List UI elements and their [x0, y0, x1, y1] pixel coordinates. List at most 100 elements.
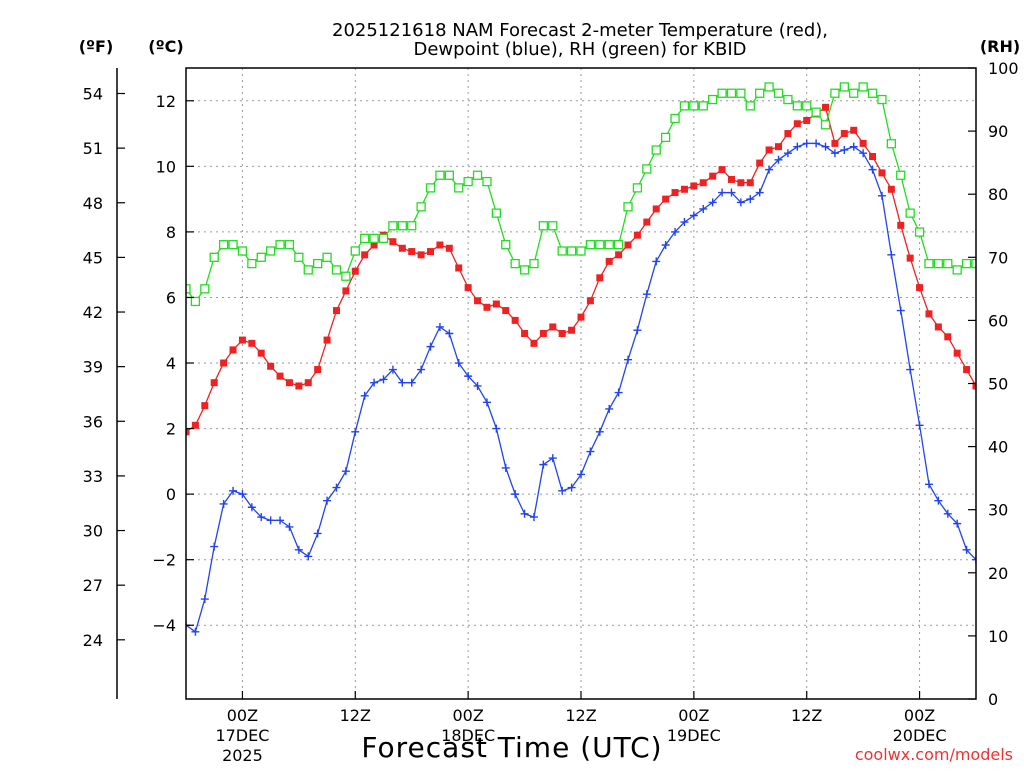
dewpoint-point	[896, 306, 905, 315]
fahrenheit-tick-label: 36	[83, 412, 103, 431]
dewpoint-point	[370, 378, 379, 387]
temperature-point	[210, 379, 218, 387]
relative-humidity-point	[961, 258, 972, 269]
dewpoint-point	[313, 529, 322, 538]
dewpoint-point	[868, 165, 877, 174]
relative-humidity-point	[933, 258, 944, 269]
celsius-tick-label: 10	[156, 157, 176, 176]
x-tick-time-label: 12Z	[565, 706, 596, 725]
relative-humidity-point	[529, 258, 539, 269]
chart-title-line2: Dewpoint (blue), RH (green) for KBID	[414, 39, 747, 60]
temperature-point	[652, 205, 660, 213]
relative-humidity-point	[435, 170, 445, 180]
temperature-point	[944, 333, 952, 341]
temperature-point	[746, 179, 754, 187]
temperature-point	[671, 189, 679, 197]
temperature-point	[680, 185, 688, 193]
dewpoint-point	[323, 496, 332, 505]
dewpoint-point	[783, 149, 792, 158]
dewpoint-point	[238, 490, 247, 499]
temperature-point	[436, 241, 444, 249]
relative-humidity-point	[519, 265, 530, 275]
temperature-point	[285, 379, 293, 387]
relative-humidity-point	[886, 139, 897, 149]
dewpoint-point	[887, 250, 896, 259]
relative-humidity-point	[943, 258, 953, 269]
temperature-point	[991, 409, 998, 416]
temperature-point	[972, 382, 976, 390]
dewpoint-point	[426, 342, 435, 351]
relative-humidity-point	[444, 170, 454, 180]
x-tick-date-label: 20DEC	[893, 726, 947, 745]
dewpoint-point	[821, 142, 830, 151]
relative-humidity-point	[482, 176, 492, 187]
watermark: coolwx.com/models	[855, 745, 1013, 764]
rh-unit-label: (RH)	[980, 37, 1020, 56]
dewpoint-point	[614, 388, 623, 397]
temperature-point	[718, 166, 726, 174]
fahrenheit-tick-label: 24	[83, 631, 103, 650]
celsius-tick-label: 6	[166, 288, 176, 307]
temperature-point	[474, 297, 482, 305]
dewpoint-point	[351, 427, 360, 436]
temperature-point	[633, 231, 641, 239]
dewpoint-point	[680, 218, 689, 227]
dewpoint-line	[186, 142, 976, 633]
relative-humidity-point	[247, 258, 257, 269]
temperature-point	[370, 241, 378, 249]
temperature-point	[389, 238, 397, 246]
temperature-point	[897, 221, 905, 229]
temperature-point	[323, 336, 331, 344]
relative-humidity-point	[830, 88, 840, 98]
dewpoint-point	[454, 359, 463, 368]
temperature-point	[267, 362, 275, 370]
temperature-point	[916, 284, 924, 292]
relative-humidity-point	[228, 240, 238, 250]
celsius-tick-label: 12	[156, 92, 176, 111]
dewpoint-point	[191, 627, 200, 636]
temperature-point	[483, 303, 491, 311]
relative-humidity-point	[510, 258, 520, 269]
temperature-point	[925, 310, 933, 318]
rh-tick-label: 70	[988, 248, 1008, 267]
dewpoint-point	[924, 480, 933, 489]
relative-humidity-point	[755, 88, 765, 98]
relative-humidity-point	[604, 240, 614, 250]
dewpoint-point	[943, 509, 952, 518]
relative-humidity-point	[284, 240, 295, 250]
dewpoint-point	[229, 486, 238, 495]
dewpoint-point	[520, 509, 529, 518]
temperature-point	[229, 346, 237, 354]
temperature-point	[276, 372, 284, 380]
relative-humidity-point	[802, 101, 812, 111]
relative-humidity-point	[491, 208, 502, 218]
celsius-tick-label: 0	[166, 485, 176, 504]
dewpoint-point	[482, 398, 491, 407]
temperature-point	[186, 428, 190, 436]
temperature-point	[709, 172, 717, 180]
relative-humidity-point	[651, 145, 661, 155]
temperature-point	[906, 254, 914, 262]
dewpoint-point	[793, 142, 802, 151]
temperature-point	[220, 359, 228, 367]
temperature-point	[662, 195, 670, 203]
relative-humidity-point	[811, 107, 821, 117]
temperature-point	[887, 185, 895, 193]
temperature-point	[850, 126, 858, 134]
relative-humidity-point	[660, 132, 671, 143]
temperature-point	[549, 323, 557, 331]
temperature-point	[201, 402, 209, 410]
x-tick-date-label: 19DEC	[667, 726, 721, 745]
dewpoint-point	[736, 198, 745, 207]
fahrenheit-tick-label: 27	[83, 576, 103, 595]
relative-humidity-point	[698, 101, 708, 111]
dewpoint-point	[200, 595, 209, 604]
dewpoint-point	[266, 516, 275, 525]
temperature-point	[727, 175, 735, 183]
relative-humidity-point	[209, 252, 219, 262]
dewpoint-point	[661, 241, 670, 250]
relative-humidity-point	[576, 246, 586, 256]
dewpoint-point	[859, 149, 868, 158]
dewpoint-point	[501, 463, 510, 472]
